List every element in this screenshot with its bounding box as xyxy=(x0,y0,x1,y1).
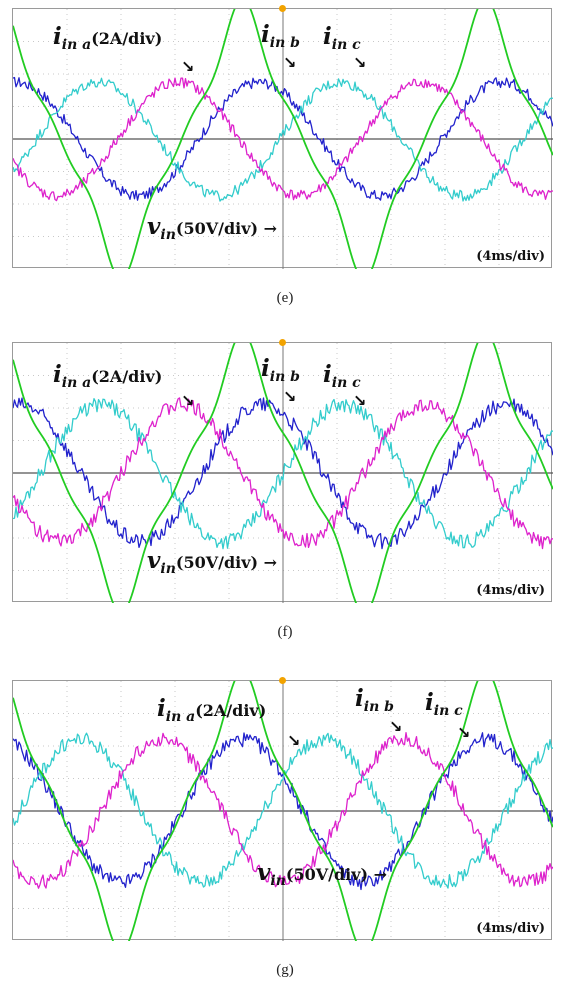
trace-i-in-a xyxy=(13,732,553,891)
timebase-label: (4ms/div) xyxy=(476,583,545,598)
trace-i-in-c xyxy=(13,77,553,202)
label-i-in-c: iin c xyxy=(323,23,361,53)
label-v-in: vin(50V/div) → xyxy=(147,547,278,577)
label-i-in-b: iin b xyxy=(261,21,300,51)
trace-i-in-b xyxy=(13,398,553,550)
scope-plot-f xyxy=(13,343,553,603)
scope-plot-g xyxy=(13,681,553,941)
trigger-marker xyxy=(279,5,286,12)
trace-i-in-a xyxy=(13,76,553,201)
scope-screen-e: iin a(2A/div) ↘ iin b ↘ iin c ↘ vin(50V/… xyxy=(12,5,553,269)
panel-caption: (g) xyxy=(276,962,294,978)
label-i-in-a: iin a(2A/div) xyxy=(53,23,163,53)
arrow-i-in-c: ↘ xyxy=(457,723,471,742)
trace-i-in-c xyxy=(13,397,553,550)
trigger-marker xyxy=(279,677,286,684)
label-i-in-b: iin b xyxy=(261,355,300,385)
trace-i-in-b xyxy=(13,732,553,889)
label-i-in-b: iin b xyxy=(355,685,394,715)
scope-screen-f: iin a(2A/div) ↘ iin b ↘ iin c ↘ vin(50V/… xyxy=(12,339,553,603)
label-i-in-a: iin a(2A/div) xyxy=(157,695,267,725)
trace-i-in-b xyxy=(13,77,553,202)
arrow-i-in-b: ↘ xyxy=(283,53,297,72)
label-v-in: vin(50V/div) → xyxy=(257,859,388,889)
arrow-i-in-b: ↘ xyxy=(389,717,403,736)
arrow-i-in-a: ↘ xyxy=(181,391,195,410)
panel-caption: (f) xyxy=(277,624,293,640)
trace-i-in-c xyxy=(13,732,553,889)
trace-i-in-a xyxy=(13,397,553,550)
trace-v-in xyxy=(13,9,553,269)
timebase-label: (4ms/div) xyxy=(476,921,545,936)
trigger-marker xyxy=(279,339,286,346)
trace-v-in xyxy=(13,343,553,603)
arrow-i-in-b: ↘ xyxy=(283,387,297,406)
label-i-in-c: iin c xyxy=(323,361,361,391)
arrow-i-in-a: ↘ xyxy=(287,731,301,750)
timebase-label: (4ms/div) xyxy=(476,249,545,264)
panel-caption: (e) xyxy=(276,290,294,306)
trace-v-in xyxy=(13,681,553,941)
label-v-in: vin(50V/div) → xyxy=(147,213,278,243)
scope-screen-g: iin a(2A/div) ↘ iin b ↘ iin c ↘ vin(50V/… xyxy=(12,677,553,941)
scope-plot-e xyxy=(13,9,553,269)
arrow-i-in-c: ↘ xyxy=(353,53,367,72)
arrow-i-in-a: ↘ xyxy=(181,57,195,76)
label-i-in-c: iin c xyxy=(425,689,463,719)
label-i-in-a: iin a(2A/div) xyxy=(53,361,163,391)
arrow-i-in-c: ↘ xyxy=(353,391,367,410)
